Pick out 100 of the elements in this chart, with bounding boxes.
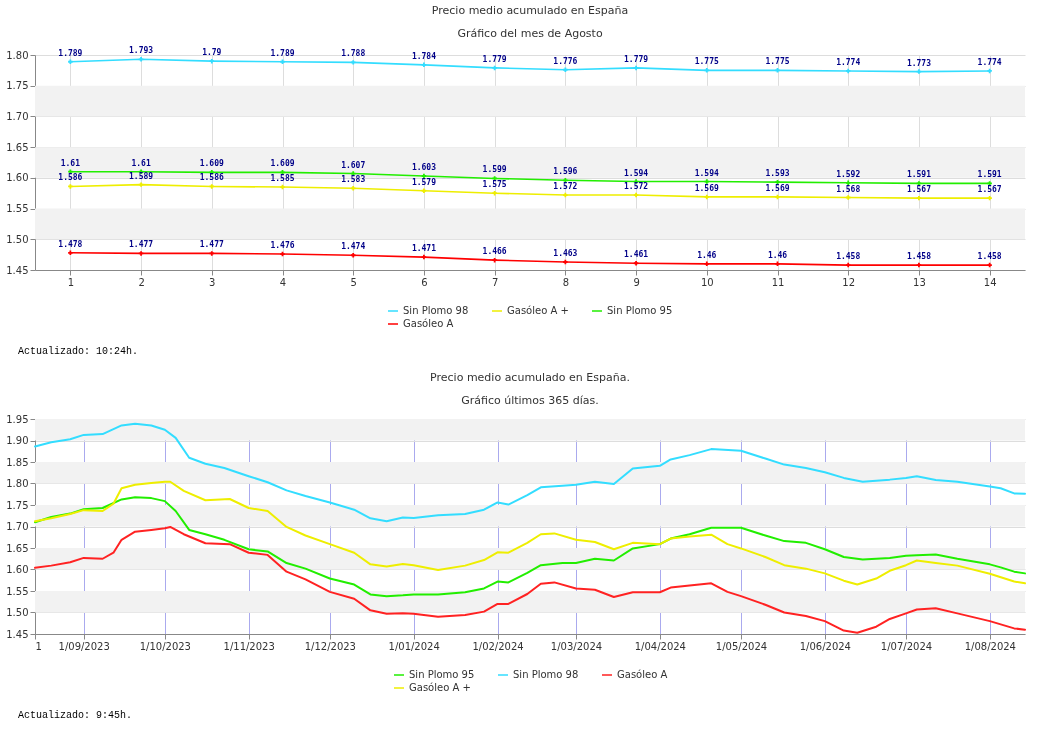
data-label: 1.609 xyxy=(199,159,224,169)
y-tick-label: 1.50 xyxy=(6,233,29,245)
point xyxy=(633,65,639,71)
data-label: 1.458 xyxy=(836,252,861,262)
y-tick-label: 1.95 xyxy=(6,413,29,425)
point xyxy=(280,251,285,257)
x-tick-label: 1/02/2024 xyxy=(472,640,524,652)
line-series xyxy=(34,496,1026,598)
x-tick-label: 1 xyxy=(35,640,42,652)
data-label: 1.458 xyxy=(906,252,932,262)
y-tick-label: 1.85 xyxy=(6,456,29,468)
point xyxy=(138,57,144,62)
point xyxy=(492,190,497,196)
legend-label: Gasóleo A + xyxy=(409,682,471,693)
point xyxy=(563,192,568,198)
data-label: 1.476 xyxy=(270,241,295,251)
legend-label: Sin Plomo 98 xyxy=(513,669,579,680)
point xyxy=(421,254,427,260)
x-tick-label: 4 xyxy=(279,276,287,288)
x-tick-label: 6 xyxy=(421,276,428,288)
data-label: 1.575 xyxy=(482,180,507,190)
data-label: 1.586 xyxy=(199,173,224,183)
data-label: 1.478 xyxy=(58,239,83,249)
data-label: 1.775 xyxy=(765,57,790,67)
data-label: 1.569 xyxy=(765,183,790,193)
y-tick-label: 1.55 xyxy=(6,585,29,597)
x-tick-label: 1/08/2024 xyxy=(964,640,1016,652)
x-tick-label: 1/09/2023 xyxy=(58,640,110,652)
point xyxy=(350,60,356,65)
data-label: 1.776 xyxy=(553,56,578,66)
chart-title: Precio medio acumulado en España xyxy=(431,4,629,18)
point xyxy=(775,194,780,200)
y-tick-label: 1.75 xyxy=(6,80,29,92)
y-tick-label: 1.60 xyxy=(6,172,29,184)
data-label: 1.594 xyxy=(694,168,719,178)
x-tick-label: 3 xyxy=(209,276,216,288)
point xyxy=(68,184,73,189)
data-label: 1.572 xyxy=(553,182,578,192)
data-label: 1.463 xyxy=(553,249,578,259)
point xyxy=(209,184,215,189)
point xyxy=(209,58,215,64)
y-tick-label: 1.75 xyxy=(6,499,29,511)
point xyxy=(563,67,568,72)
x-tick-label: 1/04/2024 xyxy=(634,640,686,652)
data-label: 1.599 xyxy=(482,165,507,175)
y-tick-label: 1.45 xyxy=(6,264,29,276)
data-label: 1.774 xyxy=(836,57,861,67)
data-label: 1.609 xyxy=(270,159,295,169)
data-label: 1.61 xyxy=(131,158,151,168)
point xyxy=(845,195,851,200)
point xyxy=(633,192,639,198)
point xyxy=(138,182,144,187)
point xyxy=(704,68,710,73)
point xyxy=(68,250,73,256)
data-label: 1.779 xyxy=(482,54,507,64)
point xyxy=(845,262,851,268)
data-label: 1.585 xyxy=(270,174,295,184)
point xyxy=(563,259,568,265)
x-tick-label: 13 xyxy=(913,276,926,288)
x-tick-label: 7 xyxy=(491,276,499,288)
x-tick-label: 1/06/2024 xyxy=(799,640,851,652)
data-label: 1.788 xyxy=(341,49,366,59)
point xyxy=(775,261,780,267)
x-tick-label: 11 xyxy=(771,276,785,288)
point xyxy=(916,195,922,201)
data-label: 1.607 xyxy=(341,160,366,170)
y-tick-label: 1.80 xyxy=(6,478,29,489)
data-label: 1.477 xyxy=(129,240,154,250)
data-label: 1.779 xyxy=(624,54,649,64)
y-tick-label: 1.55 xyxy=(6,203,29,215)
x-tick-label: 1/07/2024 xyxy=(880,640,933,652)
legend-label: Sin Plomo 98 xyxy=(403,305,469,316)
y-tick-label: 1.60 xyxy=(6,564,29,575)
x-tick-label: 1 xyxy=(67,276,75,288)
data-label: 1.773 xyxy=(906,58,932,68)
legend-label: Sin Plomo 95 xyxy=(409,669,475,680)
point xyxy=(704,179,710,184)
point xyxy=(987,68,992,74)
data-label: 1.596 xyxy=(553,167,578,177)
y-tick-label: 1.45 xyxy=(6,628,29,640)
point xyxy=(209,251,215,256)
x-tick-label: 1/05/2024 xyxy=(715,640,768,652)
point xyxy=(350,186,356,191)
x-tick-label: 2 xyxy=(138,276,145,288)
data-label: 1.784 xyxy=(411,51,437,61)
data-label: 1.592 xyxy=(836,169,861,179)
data-label: 1.572 xyxy=(624,182,649,192)
chart-title: Precio medio acumulado en España. xyxy=(430,371,630,384)
point xyxy=(350,253,356,258)
data-label: 1.579 xyxy=(411,177,437,187)
point xyxy=(704,261,710,267)
x-tick-label: 1/03/2024 xyxy=(550,640,603,652)
data-label: 1.477 xyxy=(199,240,224,250)
data-label: 1.61 xyxy=(60,158,81,168)
data-label: 1.471 xyxy=(411,244,437,254)
point xyxy=(280,59,285,64)
data-label: 1.466 xyxy=(482,247,507,257)
data-label: 1.774 xyxy=(977,57,1002,67)
legend-label: Gasóleo A xyxy=(617,669,668,680)
point xyxy=(916,262,922,268)
